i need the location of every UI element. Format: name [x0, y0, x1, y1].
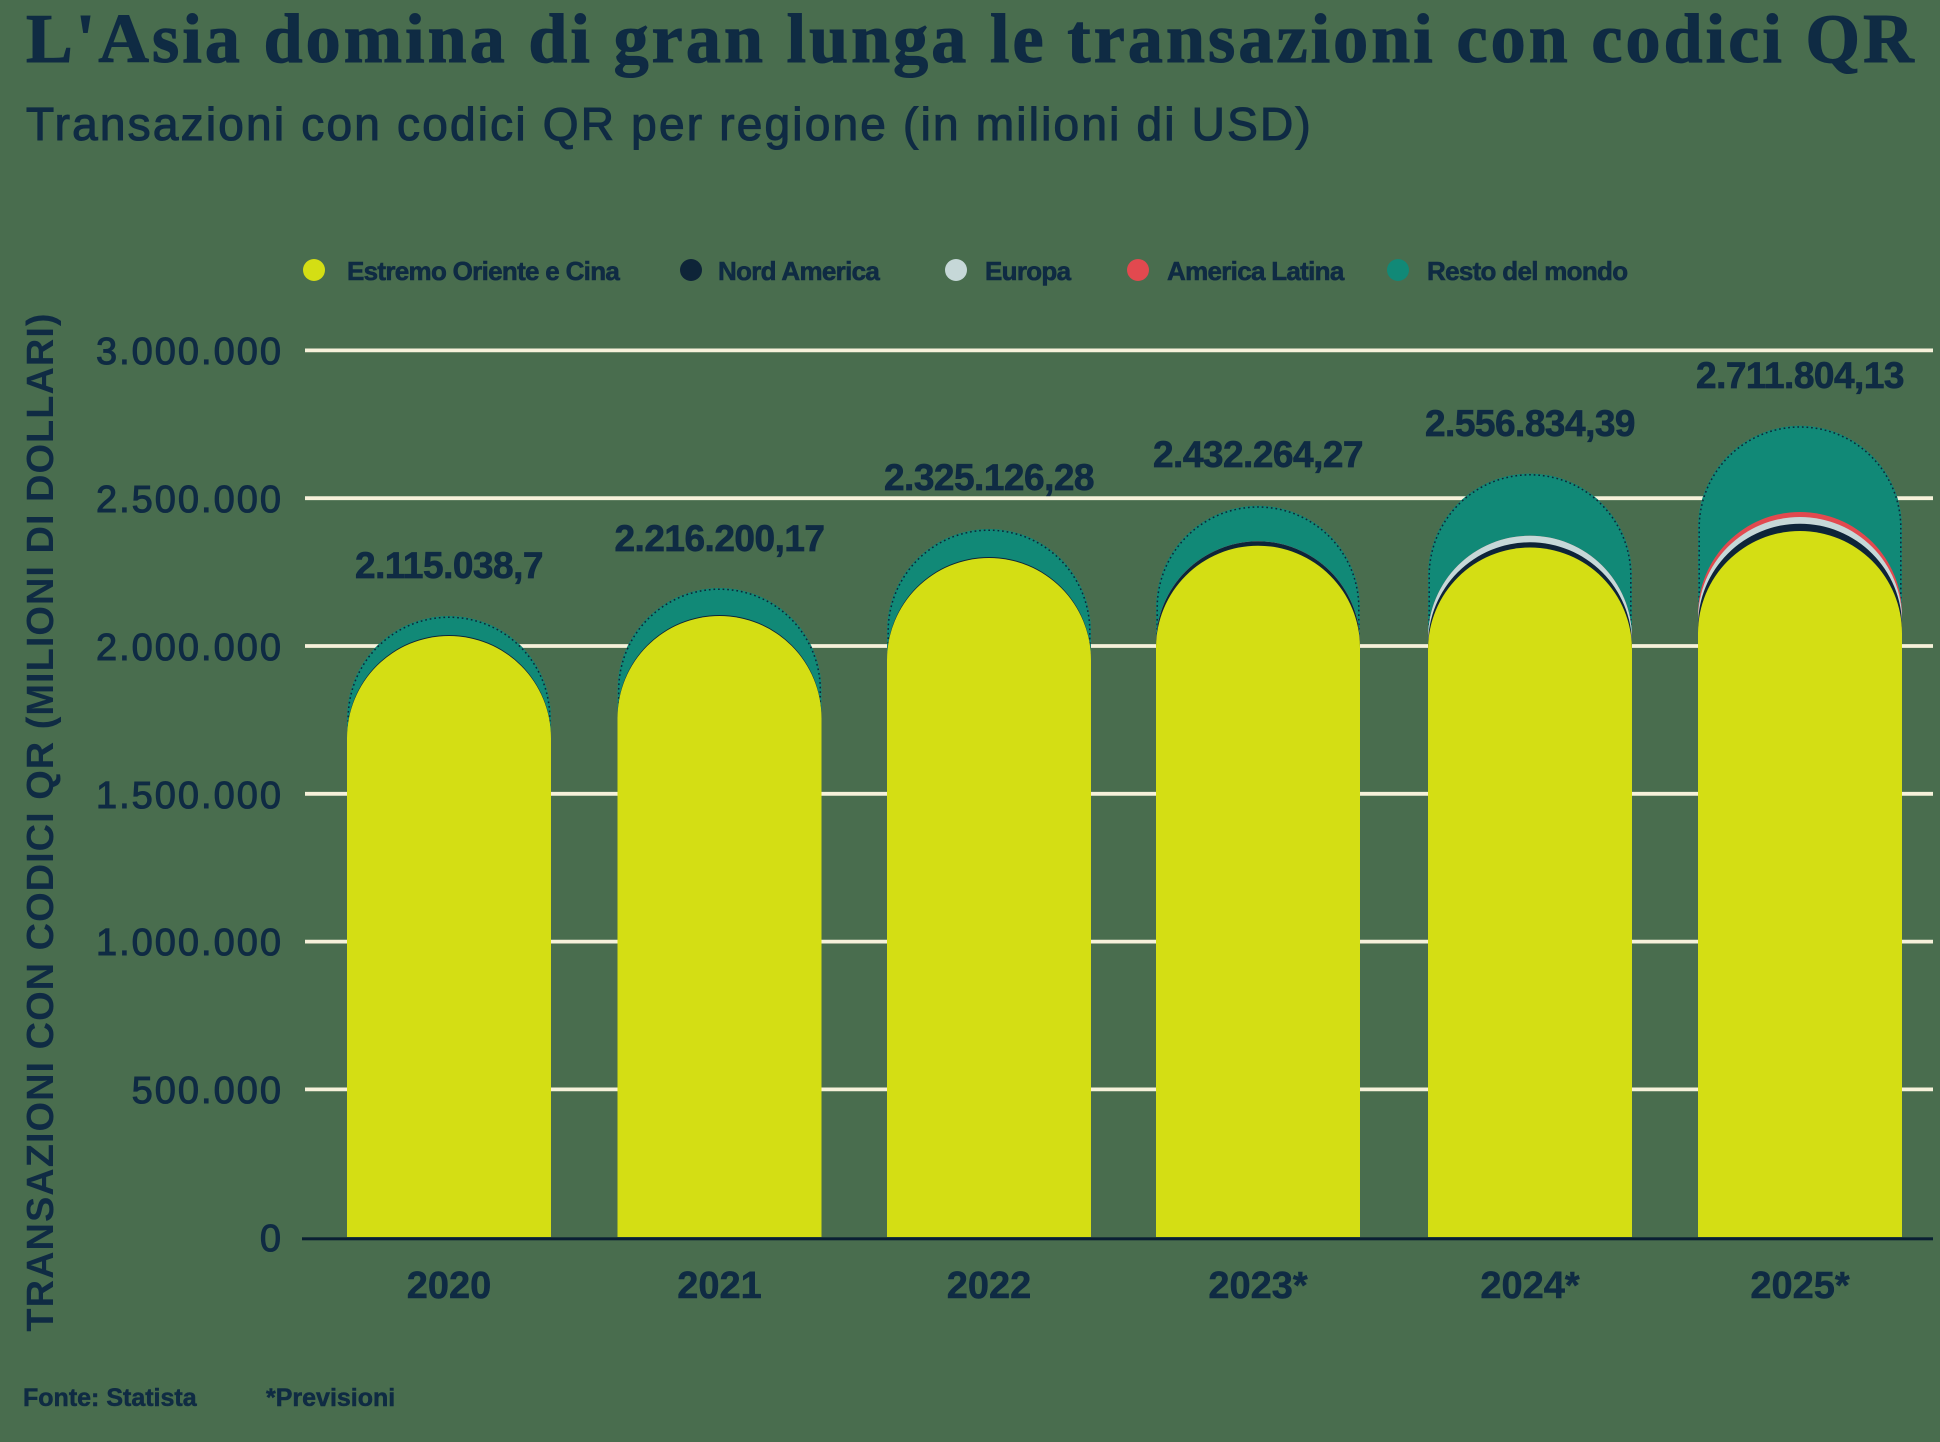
svg-text:3.000.000: 3.000.000 — [96, 331, 283, 373]
svg-text:TRANSAZIONI CON CODICI QR (MIL: TRANSAZIONI CON CODICI QR (MILIONI DI DO… — [20, 312, 62, 1331]
svg-text:2.711.804,13: 2.711.804,13 — [1696, 355, 1904, 396]
svg-text:Estremo Oriente e Cina: Estremo Oriente e Cina — [347, 256, 620, 286]
svg-text:2020: 2020 — [407, 1265, 492, 1307]
svg-text:2.432.264,27: 2.432.264,27 — [1153, 434, 1363, 475]
svg-text:2.500.000: 2.500.000 — [96, 479, 283, 521]
svg-text:L'Asia domina di gran lunga le: L'Asia domina di gran lunga le transazio… — [26, 1, 1917, 78]
svg-text:Fonte: Statista: Fonte: Statista — [23, 1384, 198, 1412]
svg-text:2.115.038,7: 2.115.038,7 — [355, 545, 543, 586]
svg-text:Europa: Europa — [985, 256, 1072, 286]
svg-text:Transazioni con codici QR per: Transazioni con codici QR per regione (i… — [26, 98, 1313, 150]
svg-text:2.325.126,28: 2.325.126,28 — [884, 457, 1094, 498]
svg-text:2.556.834,39: 2.556.834,39 — [1425, 403, 1635, 444]
svg-text:2022: 2022 — [947, 1265, 1032, 1307]
svg-text:*Previsioni: *Previsioni — [266, 1384, 395, 1412]
svg-text:0: 0 — [260, 1218, 283, 1260]
svg-text:2.000.000: 2.000.000 — [96, 627, 283, 669]
svg-text:Nord America: Nord America — [718, 256, 880, 286]
svg-text:1.000.000: 1.000.000 — [96, 922, 283, 964]
svg-text:America Latina: America Latina — [1167, 256, 1345, 286]
svg-text:2.216.200,17: 2.216.200,17 — [614, 518, 824, 559]
svg-text:2025*: 2025* — [1750, 1265, 1850, 1307]
svg-text:Resto del mondo: Resto del mondo — [1427, 256, 1627, 286]
svg-text:500.000: 500.000 — [132, 1070, 283, 1112]
svg-text:2021: 2021 — [677, 1265, 762, 1307]
svg-text:2023*: 2023* — [1208, 1265, 1308, 1307]
svg-text:1.500.000: 1.500.000 — [96, 775, 283, 817]
svg-text:2024*: 2024* — [1480, 1265, 1580, 1307]
